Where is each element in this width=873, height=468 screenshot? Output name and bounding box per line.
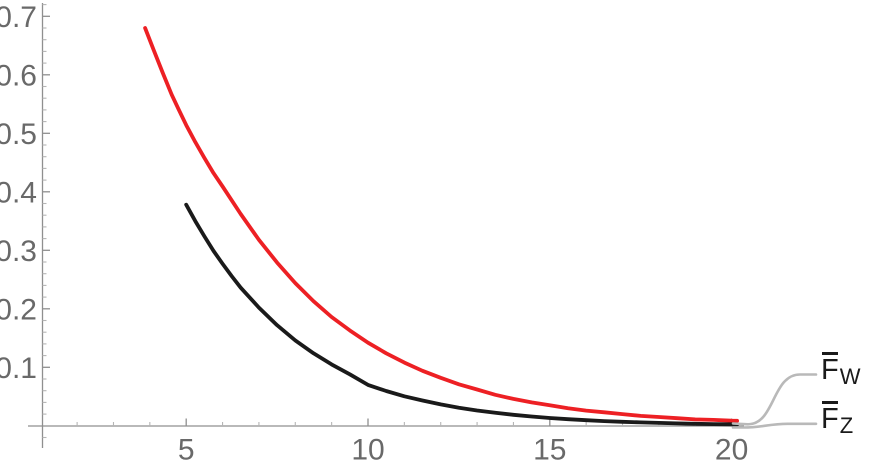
legend-fz-symbol: F	[821, 401, 839, 435]
y-tick-label: 0.5	[0, 118, 37, 151]
y-tick-label: 0.7	[0, 1, 37, 34]
x-tick-label: 10	[351, 434, 384, 467]
y-tick-label: 0.4	[0, 176, 37, 209]
overbar	[822, 401, 838, 404]
overbar	[822, 352, 838, 355]
series-line-fw	[143, 26, 739, 423]
legend-label-fz: FZ	[821, 401, 854, 438]
x-tick-label: 20	[715, 434, 748, 467]
legend-fw-symbol: F	[821, 352, 839, 386]
legend-fz-base: F	[821, 403, 839, 435]
y-tick-label: 0.3	[0, 235, 37, 268]
x-tick-label: 15	[533, 434, 566, 467]
legend-fw-subscript: W	[839, 364, 861, 389]
series-line-fz	[184, 202, 739, 427]
legend-fz-subscript: Z	[839, 413, 854, 438]
legend-fw-base: F	[821, 354, 839, 386]
y-tick-label: 0.6	[0, 59, 37, 92]
callout-line-fz	[731, 422, 818, 429]
y-tick-label: 0.2	[0, 293, 37, 326]
callout-line-fw	[731, 373, 818, 426]
x-tick-label: 5	[178, 434, 195, 467]
y-tick-label: 0.1	[0, 352, 37, 385]
legend-label-fw: FW	[821, 352, 861, 389]
